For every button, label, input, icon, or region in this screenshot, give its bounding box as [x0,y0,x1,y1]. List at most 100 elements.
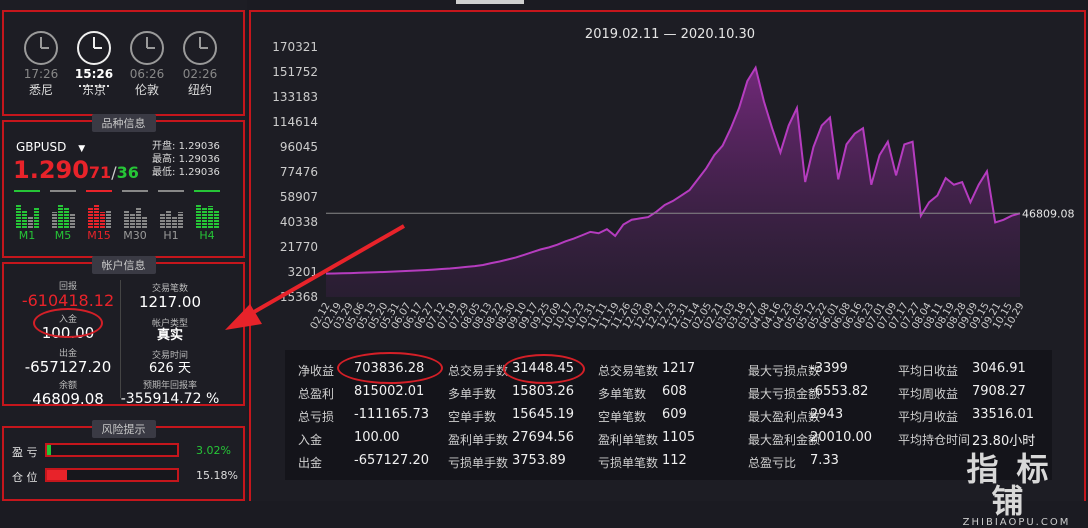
account-type-value: 真实 [156,328,183,343]
price-separator: / [111,163,117,182]
stat-label: 多单手数 [448,387,497,401]
symbol-selector[interactable]: GBPUSD ▼ [16,140,85,154]
stat-label: 总交易手数 [448,364,509,378]
price-bid: 71 [88,163,112,182]
symbol-info-header: 品种信息 [91,114,156,132]
stat-label: 最大盈利点数 [748,410,821,424]
duration-value: 626 天 [149,361,191,376]
stat-label: 平均日收益 [898,364,959,378]
timeframe-label: M15 [87,229,111,242]
stat-value: 3046.91 [972,361,1026,376]
strength-bar [214,210,219,228]
duration-label: 交易时间 [151,351,188,361]
deposit-highlight-ellipse [33,308,103,338]
stat-value: 3753.89 [512,453,566,468]
net-profit-highlight-ellipse [337,352,443,384]
account-right-col: 交易笔数 1217.00 帐户类型 真实 交易时间 626 天 预期年回报率 -… [120,281,220,407]
clock-1: 17:26 悉尼 [21,30,61,98]
stat-label: 净收益 [298,364,335,378]
clock-city: 纽约 [187,83,212,97]
clock-active-underline [79,85,109,90]
clock-city: 悉尼 [28,83,53,97]
position-bar-fill [47,470,67,480]
price-ask: 36 [116,163,139,182]
stat-label: 亏损单笔数 [598,456,659,470]
account-info-box: 帐户信息 [2,256,245,406]
clock-time: 02:26 [182,67,218,81]
timeframe-m5[interactable]: M5 [50,190,76,242]
withdraw-value: -657127.20 [24,358,112,376]
y-tick-label: 133183 [272,90,318,104]
stat-label: 盈利单手数 [448,433,509,447]
profit-label: 盈 亏 [12,446,38,459]
timeframe-m30[interactable]: M30 [122,190,148,242]
stat-value: -657127.20 [354,453,429,468]
clock-icon [77,31,111,65]
strength-bar [22,210,27,228]
stat-value: 15803.26 [512,384,575,399]
red-arrow-annotation [225,224,405,330]
stat-value: 7908.27 [972,384,1026,399]
annual-return-label: 预期年回报率 [142,381,197,391]
y-tick-label: 40338 [280,215,318,229]
clock-4: 02:26 纽约 [180,30,220,98]
account-left-col: 回报 -610418.12 入金 100.00 出金 -657127.20 余额… [20,279,116,407]
strength-bar [142,216,147,228]
y-tick-label: 151752 [272,65,318,79]
strength-bar [202,208,207,228]
y-tick-label: 114614 [272,115,318,129]
balance-label: 余额 [58,381,77,391]
strength-bar [64,208,69,228]
stat-value: 23.80小时 [972,434,1036,449]
total-lots-highlight-ellipse [503,354,585,384]
stat-value: 15645.19 [512,407,575,422]
stat-label: 总交易笔数 [598,364,659,378]
balance-value: 46809.08 [32,390,104,408]
profit-value: 3.02% [196,444,231,457]
stat-label: 空单手数 [448,410,497,424]
stat-value: 2943 [810,407,844,422]
position-bar [45,468,179,482]
timeframe-h1[interactable]: H1 [158,190,184,242]
chart-title: 2019.02.11 — 2020.10.30 [584,27,756,42]
timeframe-strength-bars [158,190,184,228]
timeframe-label: H4 [199,229,215,242]
drawdown-value: -610418.12 [21,291,115,310]
stat-label: 空单笔数 [598,410,647,424]
stat-label: 入金 [298,433,323,447]
clock-icon [130,31,164,65]
ohl-block: 开盘: 1.29036 最高: 1.29036 最低: 1.29036 [152,140,220,179]
stat-value: -111165.73 [354,407,429,422]
stat-value: -3399 [810,361,848,376]
clock-icon [24,31,58,65]
account-divider [120,280,121,398]
position-value: 15.18% [196,469,238,482]
timeframe-strength-bars [14,190,40,228]
stat-value: 33516.01 [972,407,1035,422]
stat-label: 亏损单手数 [448,456,509,470]
clock-time: 06:26 [129,67,165,81]
account-type-label: 帐户类型 [151,319,188,329]
strength-bar [94,204,99,228]
chevron-down-icon: ▼ [78,144,86,154]
stat-label: 平均周收益 [898,387,959,401]
y-tick-label: 170321 [272,40,318,54]
y-tick-label: 96045 [280,140,318,154]
timeframe-strength-bars [122,190,148,228]
strength-bar [34,208,39,228]
timeframe-m1[interactable]: M1 [14,190,40,242]
timeframe-m15[interactable]: M15 [86,190,112,242]
timeframe-h4[interactable]: H4 [194,190,220,242]
stat-value: 27694.56 [512,430,575,445]
open-value: 1.29036 [178,141,220,152]
watermark: 指标铺 ZHIBIAOPU.COM [945,453,1088,528]
clock-3: 06:26 伦敦 [127,30,167,98]
stat-label: 最大盈利金额 [748,433,821,447]
stat-value: 100.00 [354,430,400,445]
strength-bar [28,216,33,228]
strength-bar [136,208,141,228]
strength-bar [172,216,177,228]
top-tab-marker [456,0,524,4]
annual-return-value: -355914.72 % [120,391,220,407]
equity-area [326,67,1020,297]
